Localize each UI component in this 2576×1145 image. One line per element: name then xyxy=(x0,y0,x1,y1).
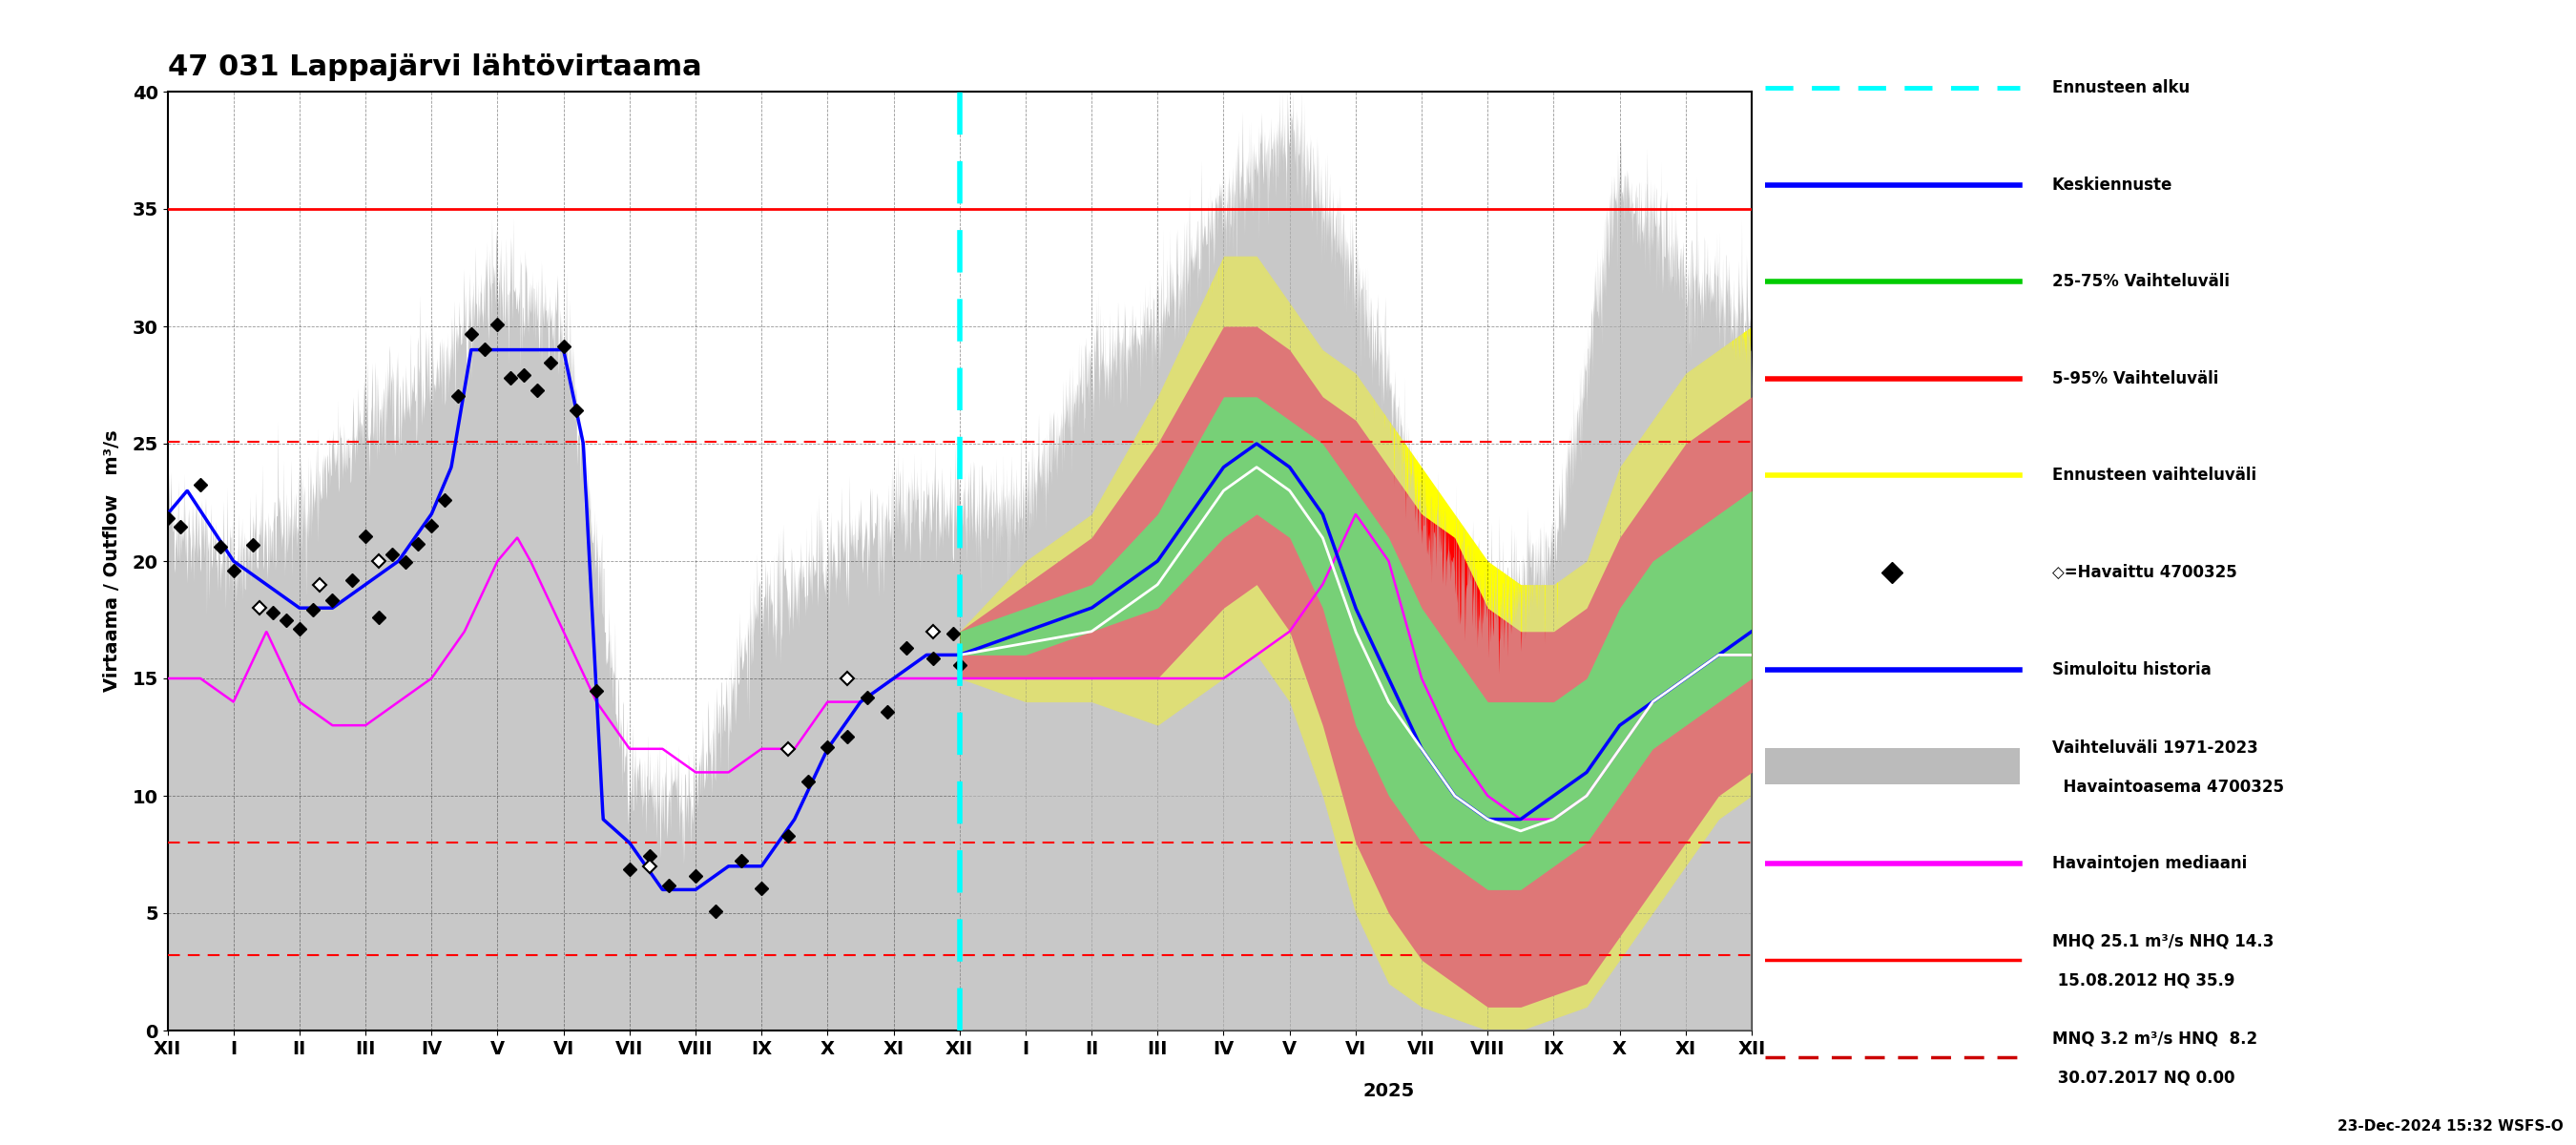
Text: Ennusteen alku: Ennusteen alku xyxy=(2053,80,2190,97)
Text: Vaihteluväli 1971-2023: Vaihteluväli 1971-2023 xyxy=(2053,740,2259,756)
Text: 15.08.2012 HQ 35.9: 15.08.2012 HQ 35.9 xyxy=(2053,972,2236,989)
Text: 23-Dec-2024 15:32 WSFS-O: 23-Dec-2024 15:32 WSFS-O xyxy=(2336,1120,2563,1134)
Text: Havaintoasema 4700325: Havaintoasema 4700325 xyxy=(2053,779,2285,796)
Text: MNQ 3.2 m³/s HNQ  8.2: MNQ 3.2 m³/s HNQ 8.2 xyxy=(2053,1029,2257,1047)
Text: Simuloitu historia: Simuloitu historia xyxy=(2053,661,2210,678)
Text: ◇=Havaittu 4700325: ◇=Havaittu 4700325 xyxy=(2053,563,2236,581)
Text: Havaintojen mediaani: Havaintojen mediaani xyxy=(2053,854,2246,871)
Y-axis label: Virtaama / Outflow   m³/s: Virtaama / Outflow m³/s xyxy=(103,431,121,692)
Text: 2025: 2025 xyxy=(1363,1082,1414,1100)
Text: MHQ 25.1 m³/s NHQ 14.3: MHQ 25.1 m³/s NHQ 14.3 xyxy=(2053,933,2275,950)
Text: 47 031 Lappajärvi lähtövirtaama: 47 031 Lappajärvi lähtövirtaama xyxy=(167,54,701,81)
Text: Keskiennuste: Keskiennuste xyxy=(2053,176,2172,194)
Text: 30.07.2017 NQ 0.00: 30.07.2017 NQ 0.00 xyxy=(2053,1069,2236,1085)
Text: 5-95% Vaihteluväli: 5-95% Vaihteluväli xyxy=(2053,370,2218,387)
Text: Ennusteen vaihteluväli: Ennusteen vaihteluväli xyxy=(2053,467,2257,484)
Text: 25-75% Vaihteluväli: 25-75% Vaihteluväli xyxy=(2053,274,2228,291)
